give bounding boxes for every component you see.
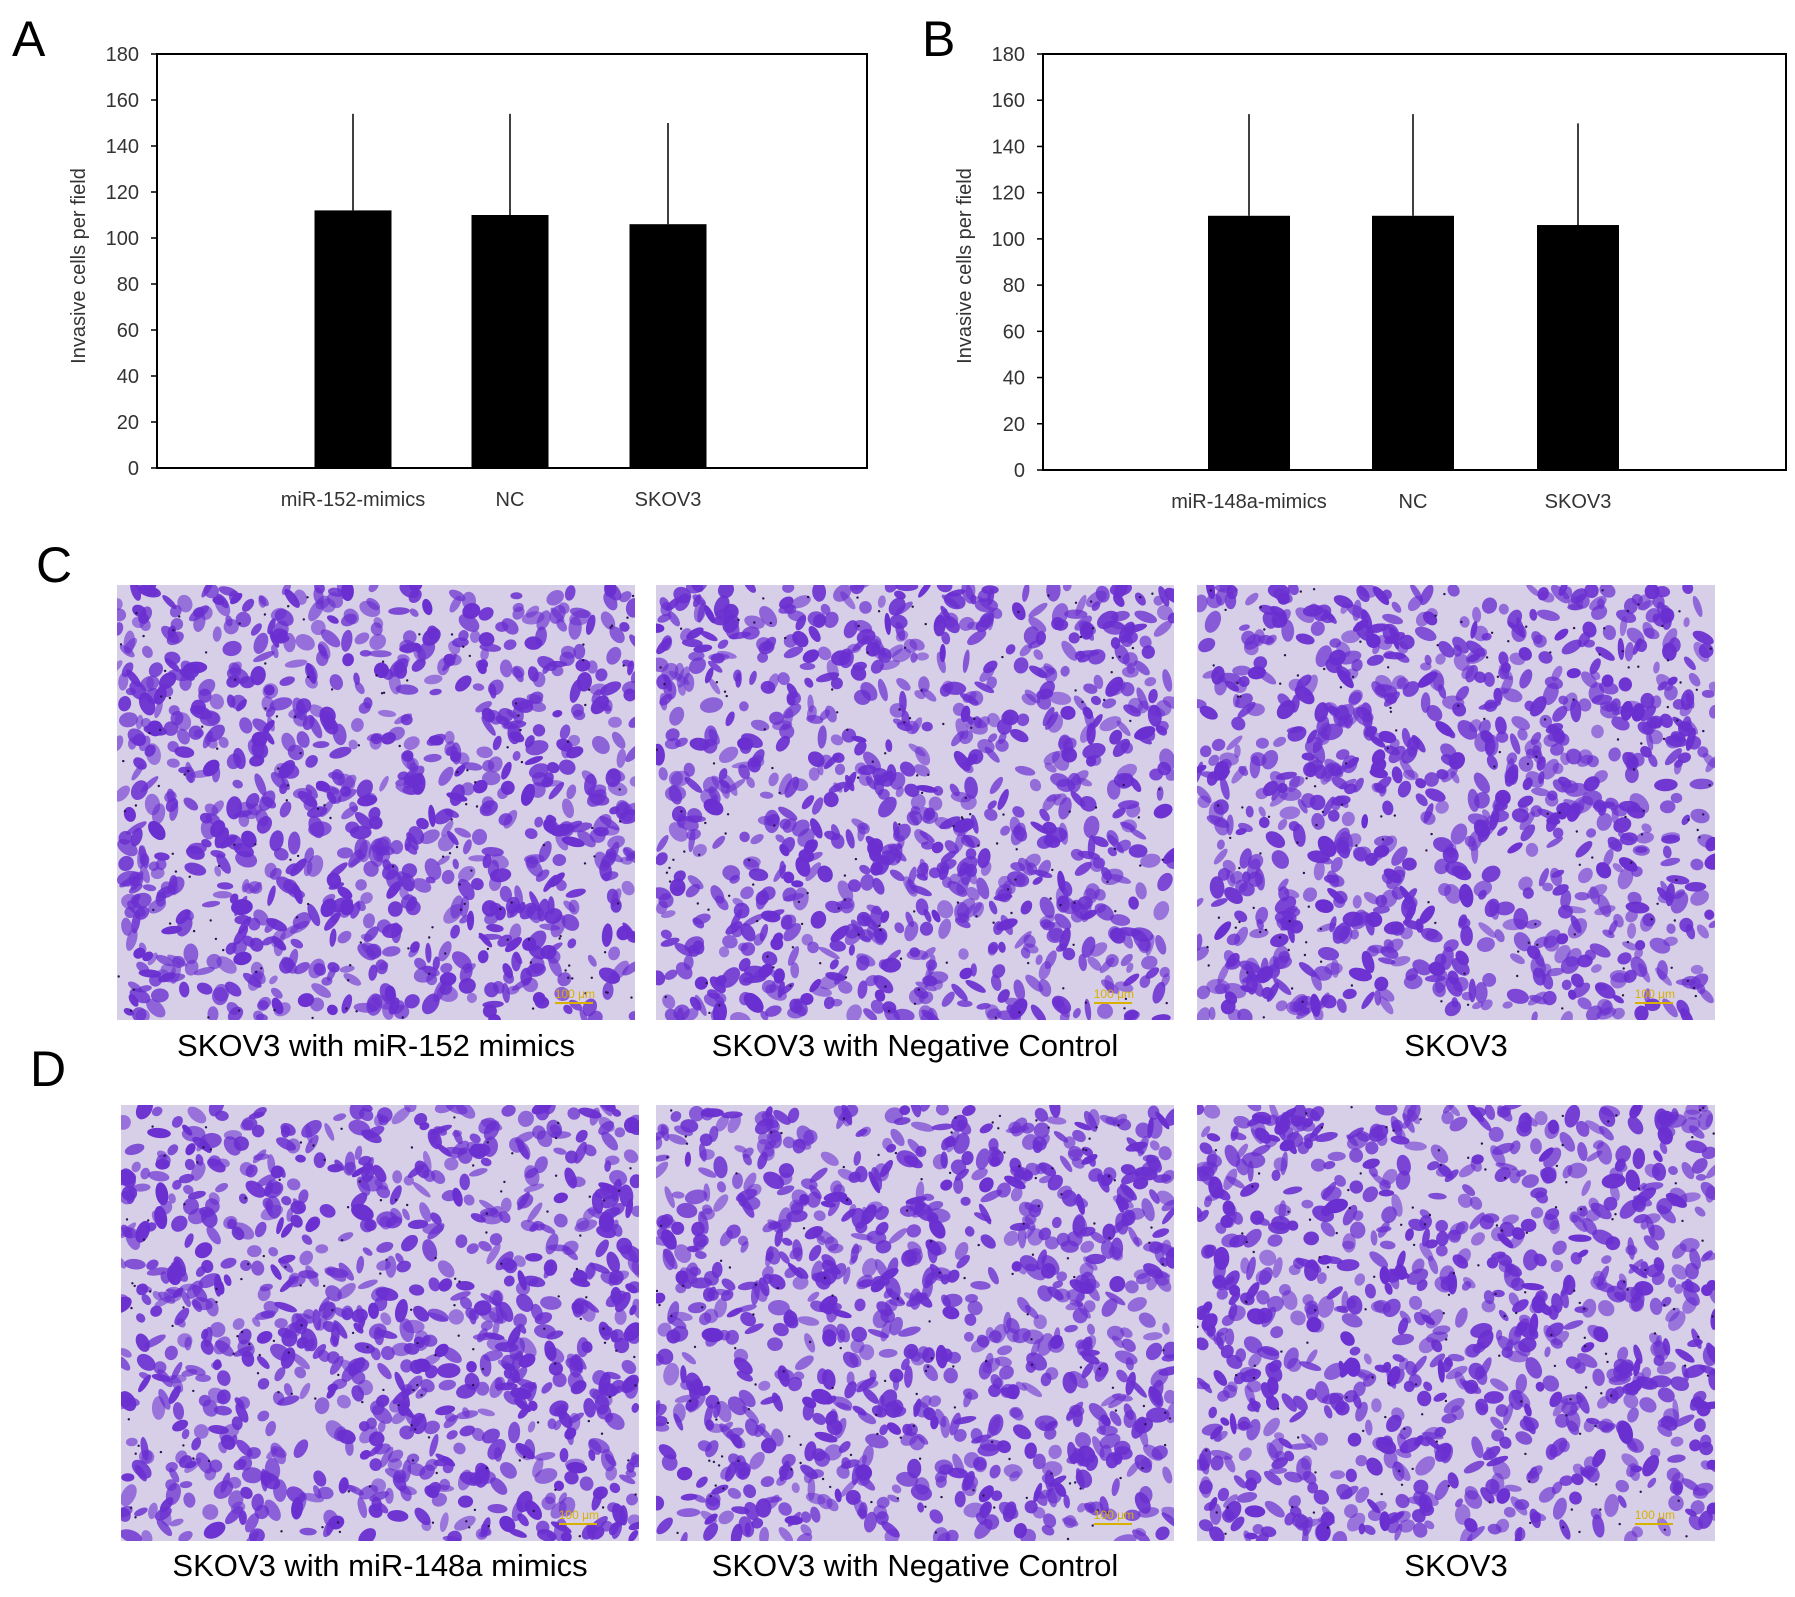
y-tick-label: 80	[117, 274, 139, 296]
caption-c-1: SKOV3 with miR-152 mimics	[177, 1028, 575, 1063]
bar-skov3	[629, 224, 707, 468]
scale-bar-label: 100 μm	[558, 1508, 599, 1522]
y-tick-label: 40	[1003, 368, 1025, 390]
y-tick-label: 180	[992, 44, 1025, 66]
bar-nc	[471, 215, 549, 468]
caption-d-3: SKOV3	[1404, 1548, 1508, 1583]
scale-bar: 100 μm	[1093, 987, 1134, 1004]
scale-bar: 100 μm	[1093, 1508, 1134, 1525]
micrograph-d-2: 100 μm	[656, 1105, 1174, 1541]
bar-skov3	[1537, 225, 1619, 470]
cell-field	[656, 585, 1174, 1020]
x-tick-label: SKOV3	[635, 489, 702, 511]
y-tick-label: 140	[106, 136, 139, 158]
bar-mir-148a-mimics	[1208, 215, 1290, 470]
scale-bar-label: 100 μm	[1634, 1508, 1675, 1522]
bar-chart-b: 0 20 40 60 80 100 120 140 160 180 miR-148a-mimics…	[954, 44, 1787, 513]
caption-c-2: SKOV3 with Negative Control	[711, 1028, 1119, 1063]
y-tick-label: 60	[117, 320, 139, 342]
y-tick-label: 180	[106, 44, 139, 66]
y-tick-label: 40	[117, 366, 139, 388]
panel-letter-d: D	[30, 1041, 67, 1097]
micrograph-c-3: 100 μm	[1197, 585, 1715, 1020]
y-tick-label: 120	[106, 182, 139, 204]
y-tick-label: 120	[992, 183, 1025, 205]
y-tick-label: 140	[992, 136, 1025, 158]
scale-bar: 100 μm	[1634, 987, 1675, 1004]
scale-bar-label: 100 μm	[1093, 1508, 1134, 1522]
bar-nc	[1372, 215, 1454, 470]
y-tick-label: 20	[117, 412, 139, 434]
y-tick-label: 80	[1003, 275, 1025, 297]
y-axis-title: Invasive cells per field	[954, 168, 976, 364]
x-tick-label: NC	[1399, 491, 1428, 513]
x-tick-label: SKOV3	[1545, 491, 1612, 513]
cell-field	[121, 1105, 639, 1541]
scale-bar-line	[1093, 1523, 1132, 1525]
y-tick-label: 100	[106, 228, 139, 250]
cell-field	[117, 585, 635, 1020]
x-tick-label: NC	[496, 489, 525, 511]
y-tick-label: 0	[128, 458, 139, 480]
scale-bar-line	[1634, 1002, 1673, 1004]
x-tick-label: miR-152-mimics	[281, 489, 425, 511]
scale-bar-label: 100 μm	[1093, 987, 1134, 1001]
scale-bar: 100 μm	[1634, 1508, 1675, 1525]
scale-bar-line	[558, 1523, 597, 1525]
bar-chart-a: 0 20 40 60 80 100 120 140 160 180 miR-152-mimics N…	[68, 44, 868, 511]
micrograph-c-2: 100 μm	[656, 585, 1174, 1020]
scale-bar: 100 μm	[558, 1508, 599, 1525]
y-tick-label: 20	[1003, 414, 1025, 436]
y-axis-title: Invasive cells per field	[68, 168, 90, 364]
scale-bar-line	[554, 1002, 593, 1004]
scale-bar: 100 μm	[554, 987, 595, 1004]
scale-bar-line	[1093, 1002, 1132, 1004]
caption-c-3: SKOV3	[1404, 1028, 1508, 1063]
micrograph-d-3: 100 μm	[1197, 1105, 1715, 1541]
cell-field	[1197, 585, 1715, 1020]
panel-letter-c: C	[36, 537, 73, 593]
y-tick-label: 100	[992, 229, 1025, 251]
y-tick-label: 60	[1003, 321, 1025, 343]
panel-letter-a: A	[12, 11, 46, 67]
micrograph-c-1: 100 μm	[117, 585, 635, 1020]
panel-letter-b: B	[922, 11, 956, 67]
caption-d-2: SKOV3 with Negative Control	[711, 1548, 1119, 1583]
x-tick-label: miR-148a-mimics	[1171, 491, 1327, 513]
bar-mir-152-mimics	[314, 210, 392, 468]
y-tick-label: 0	[1014, 460, 1025, 482]
scale-bar-label: 100 μm	[1634, 987, 1675, 1001]
caption-d-1: SKOV3 with miR-148a mimics	[172, 1548, 588, 1583]
y-tick-label: 160	[106, 90, 139, 112]
micrograph-d-1: 100 μm	[121, 1105, 639, 1541]
scale-bar-label: 100 μm	[554, 987, 595, 1001]
y-tick-label: 160	[992, 90, 1025, 112]
cell-field	[656, 1105, 1174, 1541]
cell-field	[1197, 1105, 1715, 1541]
scale-bar-line	[1634, 1523, 1673, 1525]
